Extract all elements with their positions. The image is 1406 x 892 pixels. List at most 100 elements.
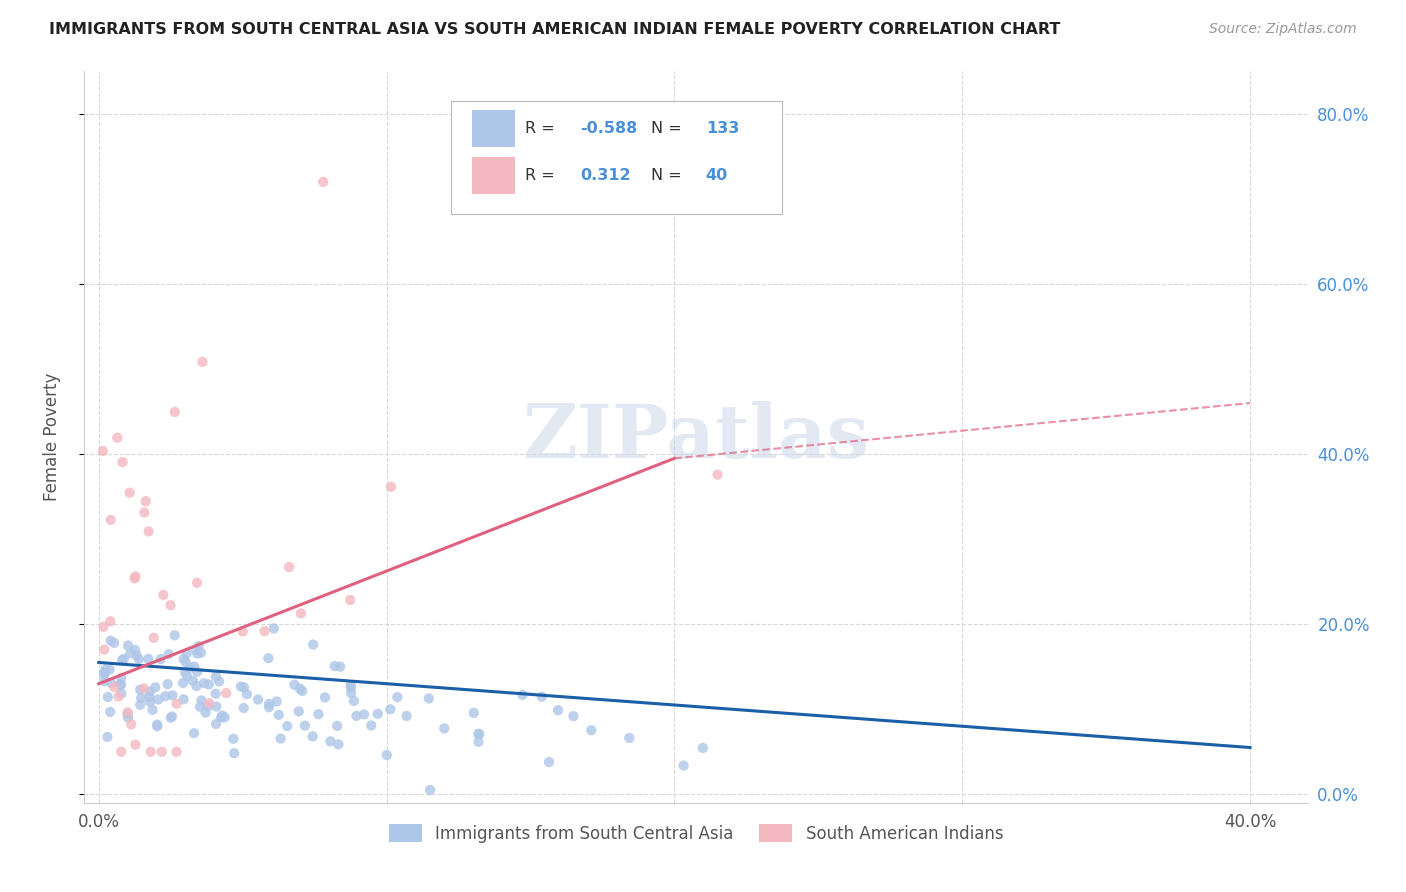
- Point: [148, 692, 170, 706]
- Point: [672, 758, 695, 772]
- Point: [301, 730, 323, 744]
- Point: [467, 735, 489, 749]
- Point: [149, 652, 172, 666]
- Point: [98, 663, 121, 677]
- Point: [136, 652, 159, 666]
- Point: [179, 660, 201, 674]
- Point: [129, 698, 152, 712]
- Point: [117, 706, 139, 721]
- Point: [172, 676, 194, 690]
- Point: [166, 745, 188, 759]
- Point: [100, 633, 122, 648]
- Text: IMMIGRANTS FROM SOUTH CENTRAL ASIA VS SOUTH AMERICAN INDIAN FEMALE POVERTY CORRE: IMMIGRANTS FROM SOUTH CENTRAL ASIA VS SO…: [49, 22, 1060, 37]
- Point: [124, 643, 146, 657]
- Point: [205, 669, 228, 683]
- Point: [110, 687, 132, 701]
- Point: [183, 726, 205, 740]
- Point: [340, 681, 363, 695]
- Point: [692, 740, 714, 755]
- Point: [124, 738, 146, 752]
- Point: [186, 647, 208, 661]
- Point: [93, 674, 115, 689]
- Y-axis label: Female Poverty: Female Poverty: [42, 373, 60, 501]
- Bar: [472, 110, 515, 146]
- Point: [547, 703, 569, 717]
- Point: [110, 671, 132, 685]
- Point: [129, 690, 152, 705]
- FancyBboxPatch shape: [451, 101, 782, 214]
- Point: [159, 598, 181, 612]
- Point: [339, 593, 361, 607]
- Point: [142, 703, 165, 717]
- Point: [93, 666, 115, 681]
- Point: [198, 677, 221, 691]
- Point: [257, 700, 280, 714]
- Point: [174, 665, 197, 680]
- Point: [467, 727, 489, 741]
- Point: [619, 731, 641, 745]
- Text: N =: N =: [651, 168, 686, 183]
- Text: 0.312: 0.312: [579, 168, 630, 183]
- Point: [190, 646, 212, 660]
- Point: [124, 569, 146, 583]
- Point: [312, 175, 335, 189]
- Point: [139, 695, 162, 709]
- Point: [138, 690, 160, 704]
- Point: [209, 710, 232, 724]
- Point: [103, 680, 125, 694]
- Point: [93, 665, 115, 680]
- Point: [174, 655, 197, 669]
- Point: [222, 731, 245, 746]
- Point: [176, 646, 198, 660]
- Point: [103, 636, 125, 650]
- Point: [232, 624, 254, 639]
- Point: [176, 669, 198, 683]
- Point: [139, 684, 162, 698]
- Point: [120, 717, 142, 731]
- Point: [215, 686, 238, 700]
- Point: [360, 718, 382, 732]
- Point: [155, 689, 177, 703]
- Point: [253, 624, 276, 638]
- Point: [291, 684, 314, 698]
- Point: [117, 711, 139, 725]
- Point: [96, 730, 118, 744]
- Point: [129, 682, 152, 697]
- Point: [91, 444, 114, 458]
- Point: [120, 646, 142, 660]
- Point: [162, 688, 184, 702]
- Text: ZIPatlas: ZIPatlas: [523, 401, 869, 474]
- Point: [93, 642, 115, 657]
- Point: [418, 691, 440, 706]
- Point: [380, 480, 402, 494]
- Point: [375, 747, 398, 762]
- Point: [160, 709, 183, 723]
- Point: [233, 681, 256, 695]
- Text: -0.588: -0.588: [579, 121, 637, 136]
- Point: [125, 648, 148, 663]
- Point: [134, 506, 156, 520]
- Point: [117, 639, 139, 653]
- Point: [157, 647, 180, 661]
- Point: [512, 688, 534, 702]
- Point: [537, 755, 560, 769]
- Point: [98, 705, 121, 719]
- Point: [353, 707, 375, 722]
- Point: [135, 494, 157, 508]
- Point: [100, 614, 122, 628]
- Point: [214, 710, 236, 724]
- Point: [93, 667, 115, 681]
- Point: [188, 699, 211, 714]
- Point: [232, 701, 254, 715]
- Point: [118, 485, 141, 500]
- Point: [314, 690, 336, 705]
- Point: [343, 694, 366, 708]
- Point: [205, 717, 228, 731]
- Point: [276, 719, 298, 733]
- Point: [198, 696, 221, 710]
- Point: [257, 697, 280, 711]
- Point: [181, 673, 204, 688]
- Point: [163, 628, 186, 642]
- Point: [197, 699, 219, 714]
- Point: [208, 674, 231, 689]
